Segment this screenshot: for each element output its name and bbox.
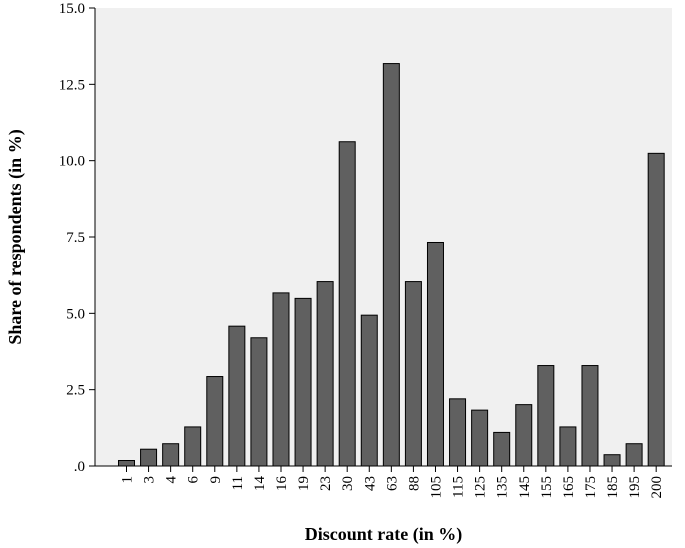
bar-series <box>118 63 665 467</box>
x-tick-label-14: 14 <box>252 476 268 492</box>
x-tick-label-9: 9 <box>208 476 224 484</box>
x-axis-title: Discount rate (in %) <box>305 524 462 545</box>
x-tick-label-16: 16 <box>274 476 290 492</box>
x-tick-label-43: 43 <box>362 476 378 491</box>
y-tick-label: 15.0 <box>59 1 85 17</box>
bar-125 <box>471 409 489 467</box>
bar-145 <box>515 404 533 467</box>
bar-135 <box>493 431 511 467</box>
y-tick-label: 12.5 <box>59 77 85 93</box>
x-tick-label-30: 30 <box>340 476 356 491</box>
x-tick-label-88: 88 <box>406 476 422 491</box>
y-tick-label: 2.5 <box>66 383 85 399</box>
bar-19 <box>294 297 312 467</box>
bar-63 <box>382 63 400 467</box>
x-tick-label-125: 125 <box>473 476 489 499</box>
bar-175 <box>581 365 599 467</box>
bar-23 <box>316 281 334 467</box>
x-tick-label-105: 105 <box>428 476 444 499</box>
bar-88 <box>404 281 422 467</box>
bar-3 <box>140 448 158 467</box>
bar-115 <box>449 398 467 467</box>
x-tick-label-23: 23 <box>318 476 334 491</box>
x-tick-label-19: 19 <box>296 476 312 491</box>
bar-16 <box>272 292 290 467</box>
y-axis: .0 2.5 5.0 7.5 10.0 12.5 15.0 <box>59 1 95 475</box>
bar-30 <box>338 141 356 467</box>
bar-4 <box>162 443 180 467</box>
x-tick-label-200: 200 <box>649 476 665 499</box>
x-axis: 1 3 4 6 9 11 14 16 19 23 30 43 63 88 105 115 125 135 145 15… <box>120 466 665 499</box>
x-tick-label-6: 6 <box>186 476 202 484</box>
bar-9 <box>206 376 224 467</box>
bar-11 <box>228 325 246 467</box>
bar-1 <box>118 460 135 467</box>
x-tick-label-63: 63 <box>384 476 400 491</box>
x-tick-label-3: 3 <box>142 476 158 484</box>
x-tick-label-135: 135 <box>495 476 511 499</box>
x-tick-label-145: 145 <box>517 476 533 499</box>
y-axis-title: Share of respondents (in %) <box>5 129 26 344</box>
x-tick-label-185: 185 <box>605 476 621 499</box>
bar-185 <box>603 454 621 467</box>
y-tick-label: 7.5 <box>66 230 85 246</box>
bar-105 <box>426 241 444 467</box>
y-tick-label: 10.0 <box>59 154 85 170</box>
bar-155 <box>537 365 555 467</box>
y-tick-label: .0 <box>74 459 85 475</box>
bar-165 <box>559 426 577 467</box>
x-tick-label-155: 155 <box>539 476 555 499</box>
y-tick-label: 5.0 <box>66 306 85 322</box>
bar-6 <box>184 426 202 467</box>
x-tick-label-1: 1 <box>120 476 136 484</box>
x-tick-label-165: 165 <box>561 476 577 499</box>
x-tick-label-4: 4 <box>164 476 180 484</box>
x-tick-label-115: 115 <box>451 476 467 498</box>
bar-43 <box>360 314 378 467</box>
bar-200 <box>647 152 665 467</box>
x-tick-label-195: 195 <box>627 476 643 499</box>
x-tick-label-11: 11 <box>230 476 246 490</box>
bar-195 <box>625 443 643 467</box>
x-tick-label-175: 175 <box>583 476 599 499</box>
bar-14 <box>250 337 268 467</box>
